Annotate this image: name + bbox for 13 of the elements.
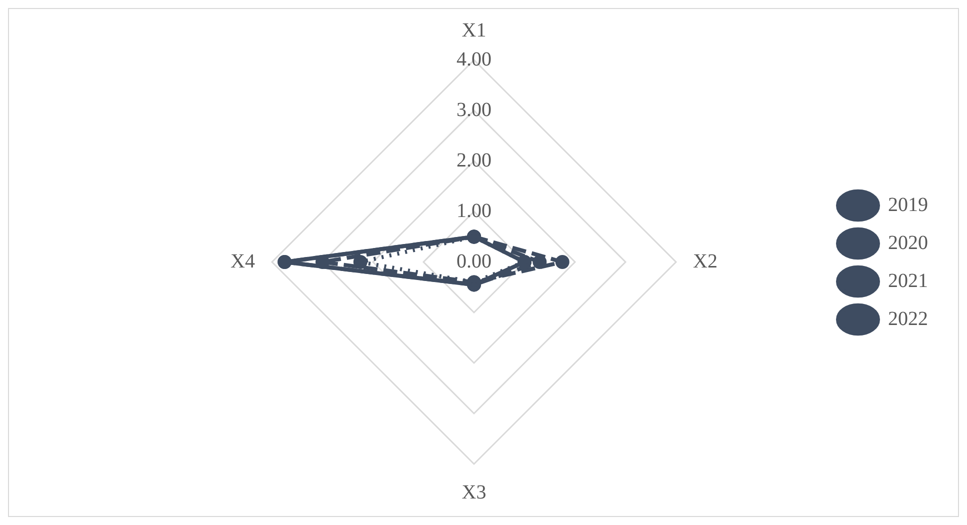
y-tick-label: 0.00 xyxy=(456,250,492,272)
y-tick-label: 4.00 xyxy=(456,48,492,70)
y-tick-label: 3.00 xyxy=(456,98,492,121)
y-tick-label: 2.00 xyxy=(456,149,492,172)
legend-label: 2021 xyxy=(888,270,928,292)
legend-label: 2020 xyxy=(888,232,928,254)
spoke-label: X3 xyxy=(462,481,486,504)
spoke-label: X4 xyxy=(230,250,255,272)
legend-label: 2022 xyxy=(888,308,928,330)
spoke-label: X2 xyxy=(693,250,718,272)
spoke-label: X1 xyxy=(462,19,486,42)
legend-label: 2019 xyxy=(888,194,928,216)
y-tick-label: 1.00 xyxy=(456,200,492,222)
